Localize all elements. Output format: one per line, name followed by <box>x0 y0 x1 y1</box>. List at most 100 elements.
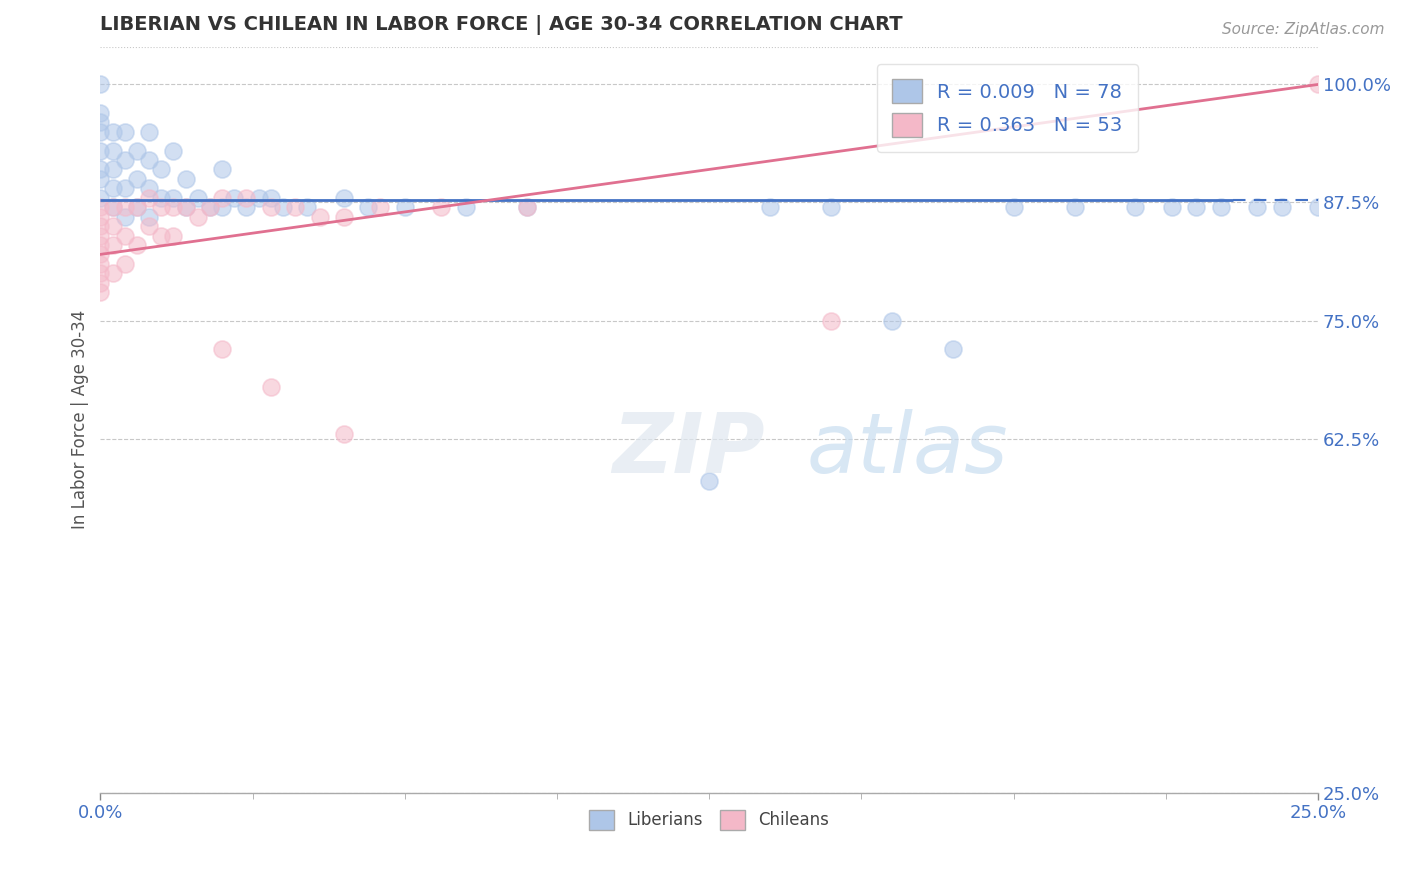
Text: ZIP: ZIP <box>612 409 765 490</box>
Point <box>101 238 124 252</box>
Point <box>162 144 184 158</box>
Point <box>271 200 294 214</box>
Point <box>198 200 221 214</box>
Point <box>89 115 111 129</box>
Point <box>101 181 124 195</box>
Point <box>260 200 283 214</box>
Point <box>89 257 111 271</box>
Point <box>89 200 111 214</box>
Point <box>125 200 148 214</box>
Point <box>101 266 124 280</box>
Point <box>297 200 319 214</box>
Point <box>820 200 842 214</box>
Point <box>284 200 307 214</box>
Point <box>125 238 148 252</box>
Point <box>174 172 197 186</box>
Point <box>224 191 246 205</box>
Point <box>101 125 124 139</box>
Point <box>759 200 782 214</box>
Point <box>89 144 111 158</box>
Point <box>211 191 233 205</box>
Point <box>138 125 160 139</box>
Point <box>125 200 148 214</box>
Point <box>211 162 233 177</box>
Point <box>1125 200 1147 214</box>
Point <box>1308 200 1330 214</box>
Point <box>820 313 842 327</box>
Point <box>174 200 197 214</box>
Point <box>114 153 136 167</box>
Point <box>198 200 221 214</box>
Point <box>150 200 173 214</box>
Point <box>697 474 720 488</box>
Point <box>430 200 453 214</box>
Point <box>89 105 111 120</box>
Point <box>211 342 233 356</box>
Point <box>138 153 160 167</box>
Point <box>101 219 124 233</box>
Point <box>89 172 111 186</box>
Point <box>101 200 124 214</box>
Point <box>150 191 173 205</box>
Text: atlas: atlas <box>807 409 1008 490</box>
Point <box>89 266 111 280</box>
Point <box>138 181 160 195</box>
Point <box>333 210 356 224</box>
Point <box>516 200 538 214</box>
Point <box>1185 200 1208 214</box>
Point <box>114 125 136 139</box>
Point <box>89 125 111 139</box>
Point <box>138 219 160 233</box>
Point <box>162 200 184 214</box>
Point <box>1209 200 1232 214</box>
Point <box>114 181 136 195</box>
Point <box>162 191 184 205</box>
Point <box>89 238 111 252</box>
Point <box>1002 200 1025 214</box>
Point <box>880 313 903 327</box>
Point <box>89 191 111 205</box>
Point <box>150 228 173 243</box>
Point <box>942 342 965 356</box>
Point <box>211 200 233 214</box>
Point <box>187 210 209 224</box>
Point <box>89 276 111 290</box>
Point <box>260 191 283 205</box>
Point <box>260 379 283 393</box>
Point <box>89 78 111 92</box>
Point <box>101 144 124 158</box>
Point <box>162 228 184 243</box>
Point <box>101 162 124 177</box>
Point <box>89 285 111 300</box>
Point <box>138 191 160 205</box>
Point <box>114 257 136 271</box>
Point <box>89 210 111 224</box>
Point <box>125 144 148 158</box>
Point <box>247 191 270 205</box>
Point <box>125 172 148 186</box>
Point <box>89 247 111 261</box>
Point <box>1271 200 1294 214</box>
Point <box>1063 200 1085 214</box>
Point <box>150 162 173 177</box>
Text: Source: ZipAtlas.com: Source: ZipAtlas.com <box>1222 22 1385 37</box>
Point <box>370 200 392 214</box>
Point <box>114 210 136 224</box>
Point <box>187 191 209 205</box>
Point <box>1161 200 1184 214</box>
Point <box>394 200 416 214</box>
Point <box>101 200 124 214</box>
Y-axis label: In Labor Force | Age 30-34: In Labor Force | Age 30-34 <box>72 310 89 529</box>
Point <box>516 200 538 214</box>
Point <box>454 200 477 214</box>
Point <box>1246 200 1268 214</box>
Legend: Liberians, Chileans: Liberians, Chileans <box>582 803 835 837</box>
Point <box>89 162 111 177</box>
Point <box>235 191 257 205</box>
Point <box>308 210 330 224</box>
Point <box>174 200 197 214</box>
Point <box>1308 78 1330 92</box>
Point <box>114 200 136 214</box>
Point <box>333 191 356 205</box>
Point <box>138 210 160 224</box>
